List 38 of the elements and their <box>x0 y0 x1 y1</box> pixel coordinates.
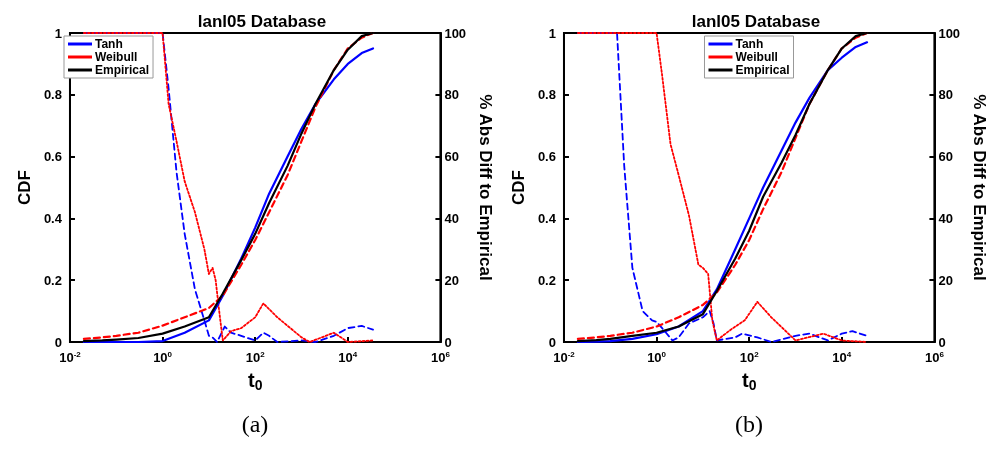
text: (b) <box>735 411 763 437</box>
y2-tick-label: 0 <box>444 334 452 350</box>
y-tick-label: 0.6 <box>537 149 556 165</box>
y-axis-title: CDF <box>15 170 34 205</box>
y-tick-label: 0.4 <box>537 210 557 226</box>
y2-tick-label: 100 <box>938 25 961 41</box>
y-tick-label: 0 <box>548 334 556 350</box>
y-tick-label: 1 <box>548 25 556 41</box>
y-tick-label: 0.2 <box>537 272 556 288</box>
y2-axis-title: % Abs Diff to Empirical <box>476 94 495 281</box>
y-tick-label: 0.8 <box>537 87 556 103</box>
legend-label: Empirical <box>95 63 150 77</box>
y2-tick-label: 20 <box>444 272 459 288</box>
legend-label: Weibull <box>735 50 778 64</box>
y2-tick-label: 60 <box>444 149 459 165</box>
y-tick-label: 0.4 <box>43 210 63 226</box>
y-axis-title: CDF <box>509 170 528 205</box>
y2-tick-label: 80 <box>444 87 459 103</box>
y2-tick-label: 100 <box>444 25 467 41</box>
y2-tick-label: 0 <box>938 334 946 350</box>
y-tick-label: 1 <box>54 25 62 41</box>
chart-title: lanl05 Database <box>691 12 821 31</box>
y-tick-label: 0.2 <box>43 272 62 288</box>
legend-label: Weibull <box>95 50 138 64</box>
legend-label: Tanh <box>735 37 764 51</box>
y-tick-label: 0 <box>54 334 62 350</box>
y2-axis-title: % Abs Diff to Empirical <box>970 94 989 281</box>
text: (a) <box>241 411 269 437</box>
chart-title: lanl05 Database <box>197 12 327 31</box>
y2-tick-label: 80 <box>938 87 953 103</box>
legend-label: Tanh <box>95 37 123 51</box>
y-tick-label: 0.6 <box>43 149 62 165</box>
y-tick-label: 0.8 <box>43 87 62 103</box>
legend-label: Empirical <box>735 63 790 77</box>
y2-tick-label: 60 <box>938 149 953 165</box>
y2-tick-label: 20 <box>938 272 953 288</box>
y2-tick-label: 40 <box>938 210 953 226</box>
y2-tick-label: 40 <box>444 210 459 226</box>
